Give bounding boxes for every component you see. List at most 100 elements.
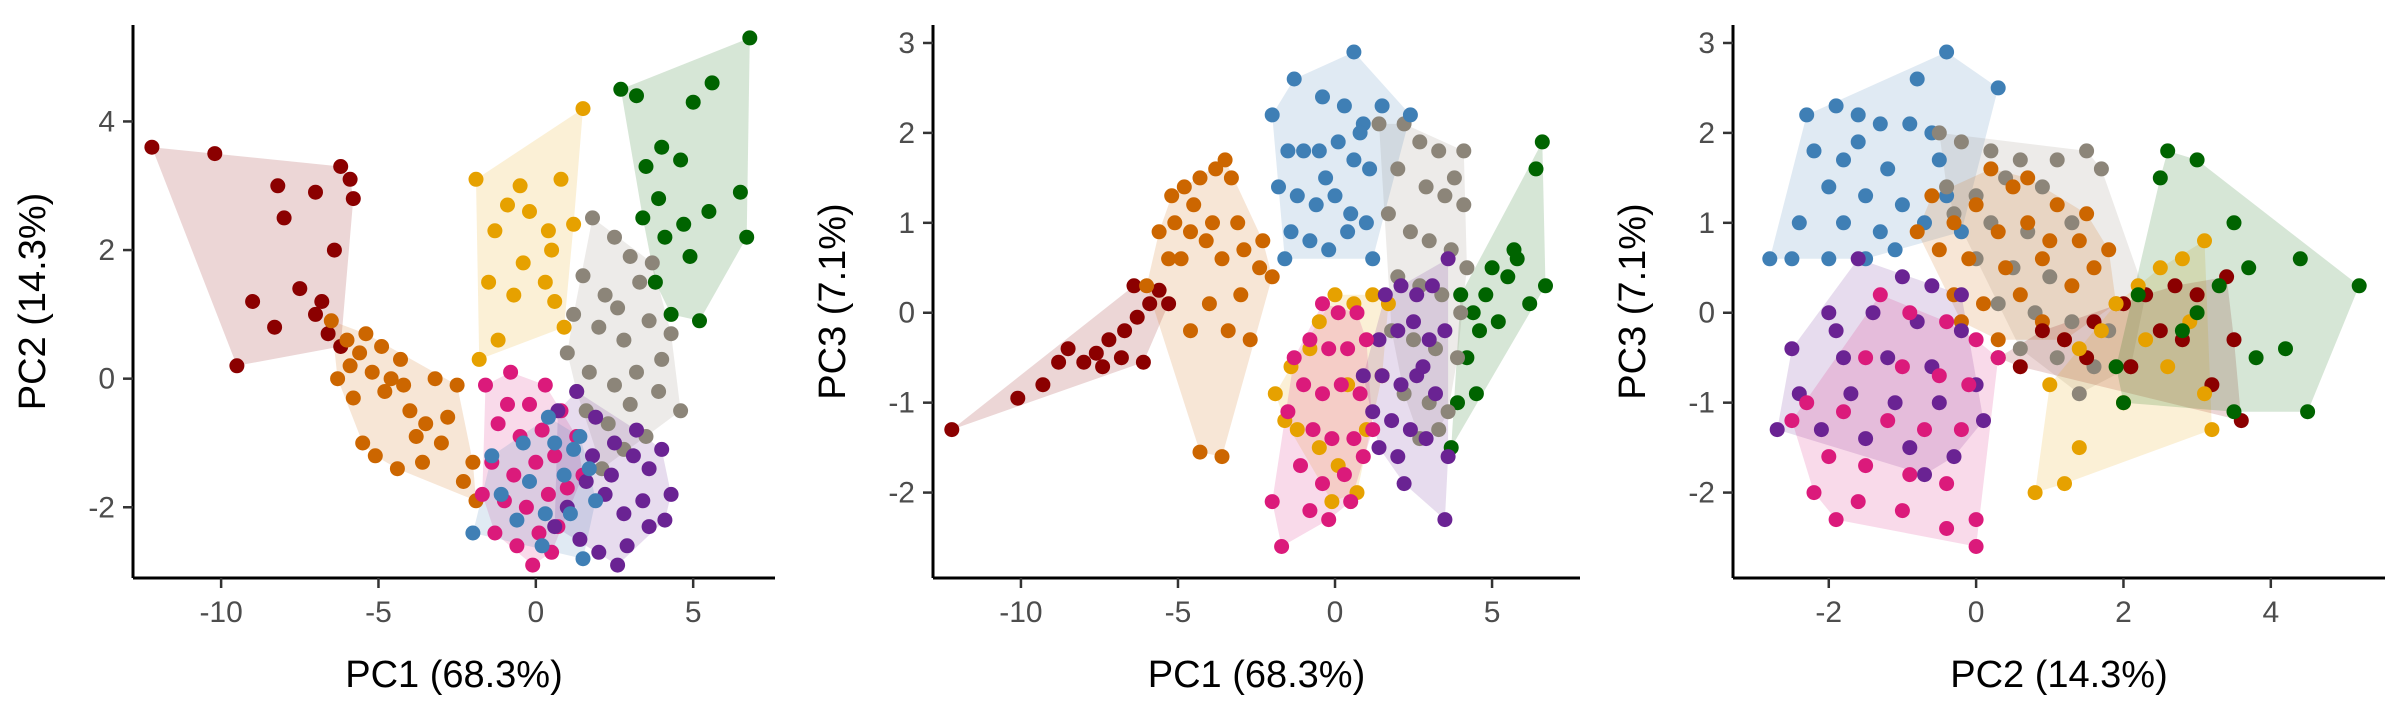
data-point: [2079, 143, 2095, 159]
data-point: [1990, 224, 2006, 240]
data-point: [559, 345, 575, 361]
data-point: [616, 332, 632, 348]
data-point: [2071, 440, 2087, 456]
data-point: [229, 358, 245, 374]
data-point: [682, 249, 698, 264]
data-point: [1821, 449, 1837, 465]
data-point: [455, 474, 471, 489]
data-point: [1769, 422, 1785, 438]
data-point: [1858, 458, 1874, 474]
data-point: [2012, 341, 2028, 357]
data-point: [506, 467, 522, 483]
data-point: [581, 364, 597, 380]
data-point: [1446, 170, 1462, 186]
data-point: [575, 101, 591, 117]
data-point: [1437, 188, 1453, 204]
data-point: [144, 139, 160, 155]
data-point: [1296, 377, 1312, 393]
data-point: [553, 171, 569, 187]
y-tick-label: -1: [888, 387, 915, 420]
data-point: [471, 351, 487, 367]
data-point: [692, 313, 707, 329]
data-point: [342, 171, 358, 187]
data-point: [1821, 179, 1837, 195]
data-point: [647, 274, 663, 290]
data-point: [1953, 323, 1969, 339]
data-point: [326, 242, 342, 258]
data-point: [2241, 260, 2257, 276]
data-point: [2012, 152, 2028, 168]
data-point: [547, 519, 563, 535]
data-point: [2116, 395, 2131, 411]
data-point: [383, 371, 399, 387]
data-point: [1534, 134, 1550, 150]
data-point: [1384, 413, 1400, 429]
y-tick-label: -1: [1688, 387, 1715, 420]
y-tick-label: 0: [898, 297, 915, 330]
data-point: [1406, 332, 1421, 348]
data-point: [1336, 98, 1352, 114]
data-point: [330, 371, 346, 387]
data-point: [654, 351, 670, 367]
data-point: [1836, 350, 1851, 366]
data-point: [638, 159, 654, 174]
data-point: [522, 396, 537, 412]
data-point: [1302, 233, 1318, 249]
data-point: [2086, 260, 2102, 276]
data-point: [676, 216, 692, 232]
data-point: [1880, 350, 1896, 366]
data-point: [1946, 215, 1962, 231]
panel-pc2-pc3: -2 0 2 4 -2 -1 0 1 2 3 PC2 (14.3%) PC3 (7.1%): [1612, 25, 2385, 696]
data-point: [1872, 224, 1888, 240]
data-point: [1264, 107, 1280, 123]
data-point: [1217, 152, 1233, 168]
data-point: [522, 474, 537, 489]
data-point: [2093, 161, 2109, 177]
data-point: [267, 319, 283, 335]
data-point: [1321, 512, 1337, 528]
data-point: [632, 274, 648, 290]
data-point: [1324, 494, 1340, 510]
data-point: [2167, 278, 2183, 294]
data-point: [1821, 305, 1837, 321]
data-point: [1311, 440, 1327, 456]
data-point: [1762, 251, 1778, 267]
data-point: [581, 461, 597, 477]
data-point: [1396, 476, 1412, 492]
x-tick-label: 0: [1968, 596, 1985, 629]
data-point: [1271, 179, 1286, 195]
data-point: [2351, 278, 2367, 294]
data-point: [1205, 215, 1220, 231]
data-point: [607, 229, 622, 245]
data-point: [515, 435, 531, 451]
data-point: [673, 152, 689, 168]
data-point: [701, 204, 717, 219]
data-point: [591, 544, 607, 560]
data-point: [1358, 215, 1374, 231]
data-point: [487, 223, 503, 239]
data-point: [1362, 161, 1378, 177]
data-point: [402, 403, 418, 419]
data-point: [578, 474, 594, 489]
data-point: [1289, 188, 1305, 204]
data-point: [625, 448, 641, 464]
data-point: [1418, 179, 1434, 195]
data-point: [1315, 386, 1330, 402]
data-point: [1343, 206, 1359, 222]
data-point: [1101, 332, 1117, 348]
data-point: [1850, 494, 1866, 510]
data-point: [1327, 188, 1343, 204]
data-point: [1151, 224, 1167, 240]
data-point: [1850, 134, 1866, 150]
data-point: [1836, 215, 1851, 231]
data-point: [569, 384, 585, 399]
data-point: [1509, 251, 1525, 267]
data-point: [2042, 233, 2058, 249]
group-hull-1: [1769, 52, 1999, 259]
data-point: [2034, 179, 2050, 195]
group-hull-4: [620, 37, 750, 321]
data-point: [1865, 305, 1881, 321]
data-point: [1961, 251, 1977, 267]
data-point: [1402, 224, 1418, 240]
data-point: [1894, 197, 1910, 213]
